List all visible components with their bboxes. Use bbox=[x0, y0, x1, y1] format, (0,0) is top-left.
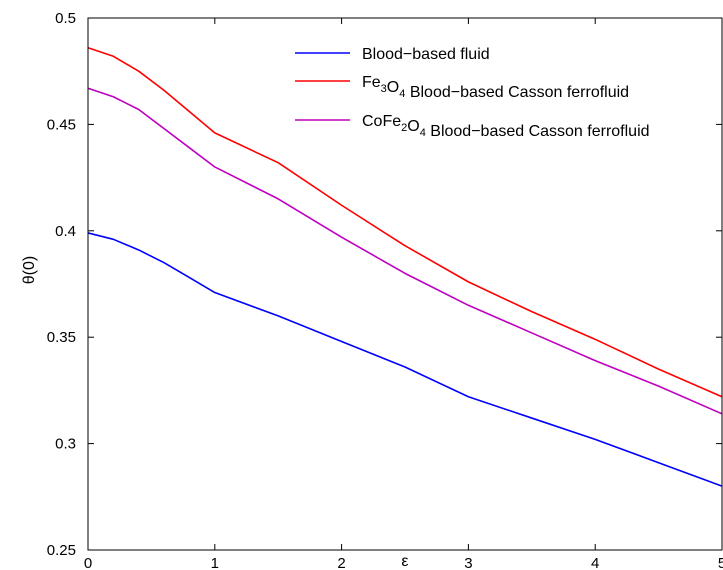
series-line-1 bbox=[87, 232, 723, 487]
y-tick-label: 0.5 bbox=[55, 10, 76, 27]
y-tick-label: 0.45 bbox=[47, 116, 76, 133]
legend-label-3: CoFe2O4 Blood−based Casson ferrofluid bbox=[362, 113, 650, 140]
y-tick-label: 0.3 bbox=[55, 436, 76, 453]
series-layer bbox=[87, 47, 723, 487]
ticks-layer: 0 1 2 3 4 5 0.25 0.3 0.35 0.4 0.45 0.5 bbox=[47, 10, 723, 570]
x-tick-label: 0 bbox=[84, 555, 92, 570]
y-tick-label: 0.25 bbox=[47, 542, 76, 559]
y-axis-title: θ(0) bbox=[21, 256, 38, 284]
series-line-2 bbox=[87, 47, 723, 398]
y-tick-label: 0.35 bbox=[47, 329, 76, 346]
y-tick-label: 0.4 bbox=[55, 223, 76, 240]
x-axis-title: ε bbox=[401, 553, 408, 570]
legend-label-1: Blood−based fluid bbox=[362, 46, 490, 63]
plot-frame bbox=[87, 17, 723, 551]
legend-label-2: Fe3O4 Blood−based Casson ferrofluid bbox=[362, 74, 629, 101]
x-tick-label: 3 bbox=[464, 555, 472, 570]
series-line-3 bbox=[87, 87, 723, 415]
x-tick-label: 5 bbox=[718, 555, 723, 570]
legend: Blood−based fluid Fe3O4 Blood−based Casso… bbox=[295, 46, 650, 140]
x-tick-label: 4 bbox=[591, 555, 599, 570]
x-tick-label: 2 bbox=[337, 555, 345, 570]
x-tick-label: 1 bbox=[211, 555, 219, 570]
